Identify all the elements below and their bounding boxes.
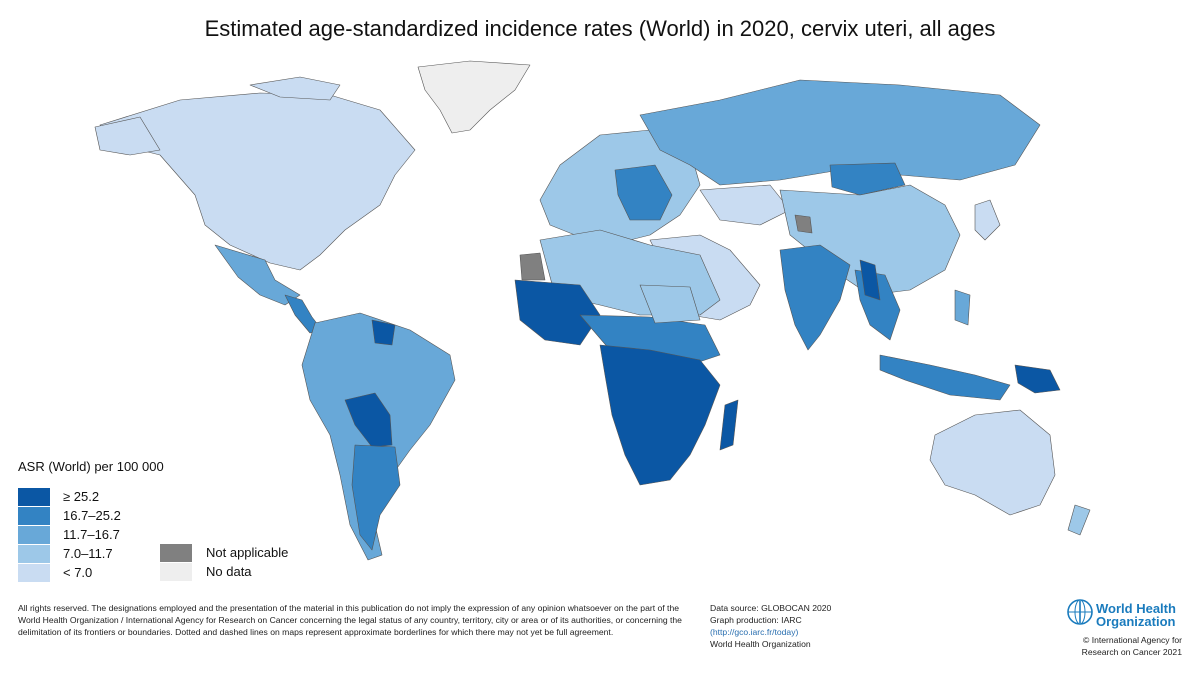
legend-label: No data [206,564,252,579]
who-logo-line1: World Health [1096,601,1176,616]
region-japan [974,199,1001,241]
who-logo-line2: Organization [1096,614,1176,629]
region-argentina [351,444,401,551]
legend-not-applicable: Not applicable [160,543,288,562]
legend-swatch [18,506,50,525]
legend-class-1: ≥ 25.2 [18,487,121,506]
graph-production: Graph production: IARC [710,615,802,625]
legend-class-3: 11.7–16.7 [18,525,121,544]
who-logo-text: World Health Organization [1096,602,1176,628]
copyright-line1: © International Agency for [1082,635,1182,645]
legend-label: < 7.0 [63,565,93,580]
disclaimer-text: All rights reserved. The designations em… [18,603,682,637]
legend-label: 11.7–16.7 [63,527,120,542]
org-name: World Health Organization [710,639,811,649]
legend-title: ASR (World) per 100 000 [18,459,164,474]
copyright: © International Agency for Research on C… [1040,634,1182,658]
legend-class-5: < 7.0 [18,563,121,582]
legend-class-4: 7.0–11.7 [18,544,121,563]
region-bolivia-paraguay [344,392,393,448]
legend-swatch [18,563,50,582]
region-madagascar [719,399,739,451]
region-southern-africa [599,344,721,486]
region-mongolia [829,162,906,196]
region-india [779,244,851,351]
region-indonesia [879,354,1011,401]
legend-class-2: 16.7–25.2 [18,506,121,525]
world-choropleth-map [94,60,1091,561]
legend-swatch [160,562,192,581]
legend-swatch [160,543,192,562]
map-title: Estimated age-standardized incidence rat… [204,16,996,41]
legend-swatch [18,544,50,563]
legend-swatch [18,487,50,506]
region-philippines [954,289,971,326]
legend-label: 16.7–25.2 [63,508,121,523]
region-north-america [99,92,416,271]
who-emblem-icon [1067,599,1093,625]
region-eastern-europe [614,164,673,221]
region-kazakhstan [699,184,791,226]
region-australia [929,409,1056,516]
legend-special: Not applicable No data [160,543,288,581]
source-link[interactable]: (http://gco.iarc.fr/today) [710,627,799,637]
region-russia [639,79,1041,186]
region-west-africa [514,279,601,346]
legend-label: 7.0–11.7 [63,546,113,561]
region-myanmar [859,259,881,301]
region-papua-new-guinea [1014,364,1061,394]
legend-label: ≥ 25.2 [63,489,100,504]
region-alaska [94,116,161,156]
legend-no-data: No data [160,562,288,581]
data-source: Data source: GLOBOCAN 2020 [710,603,832,613]
region-sudan [639,284,701,324]
copyright-line2: Research on Cancer 2021 [1081,647,1182,657]
region-greenland [417,60,531,134]
region-guianas [371,319,396,346]
legend-swatch [18,525,50,544]
legend-label: Not applicable [206,545,289,560]
region-new-zealand [1067,504,1091,536]
who-logo: World Health Organization [1066,598,1186,631]
legend: ≥ 25.2 16.7–25.2 11.7–16.7 7.0–11.7 < 7.… [18,487,121,582]
region-western-sahara [519,252,546,281]
region-arctic-islands [249,76,341,101]
data-source-block: Data source: GLOBOCAN 2020 Graph product… [710,602,831,650]
region-kashmir [794,214,813,234]
